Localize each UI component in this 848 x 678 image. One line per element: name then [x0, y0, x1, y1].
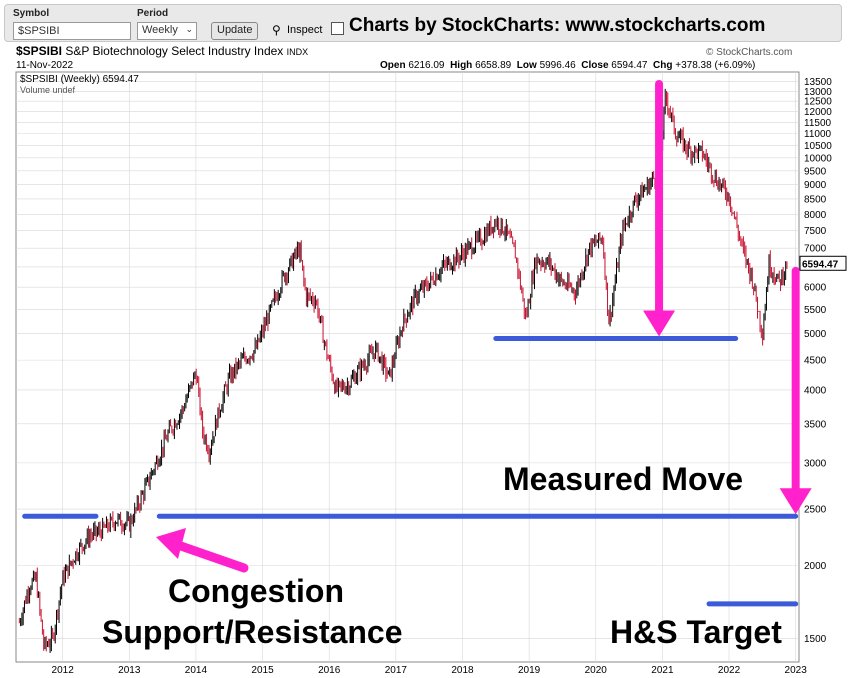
symbol-label: Symbol	[13, 8, 50, 19]
period-select[interactable]: Weekly ⌄	[137, 22, 197, 40]
price-bars	[18, 88, 788, 653]
y-tick-label: 3000	[804, 458, 827, 469]
measured-move-label: Measured Move	[503, 461, 743, 497]
support-resistance-label: Support/Resistance	[102, 614, 403, 650]
y-tick-label: 11000	[804, 129, 832, 140]
inspect-label: Inspect	[287, 24, 323, 36]
x-tick-label: 2015	[251, 665, 274, 676]
x-tick-label: 2014	[185, 665, 208, 676]
y-tick-label: 12000	[804, 107, 832, 118]
chart-index-name: S&P Biotechnology Select Industry Index	[65, 44, 284, 58]
watermark: © StockCharts.com	[706, 47, 793, 58]
chart-title: $SPSIBI S&P Biotechnology Select Industr…	[16, 44, 308, 58]
chart-symbol: $SPSIBI	[16, 44, 63, 58]
y-tick-label: 10000	[804, 153, 832, 164]
y-tick-label: 1500	[804, 634, 827, 645]
y-tick-label: 7500	[804, 226, 827, 237]
inspect-checkbox[interactable]	[331, 22, 344, 35]
y-tick-label: 2500	[804, 505, 827, 516]
x-tick-label: 2022	[718, 665, 741, 676]
y-tick-label: 13500	[804, 77, 832, 88]
update-button[interactable]: Update	[211, 22, 259, 40]
y-tick-label: 4500	[804, 356, 827, 367]
y-tick-label: 5500	[804, 305, 827, 316]
legend-series: $SPSIBI (Weekly) 6594.47	[20, 74, 139, 85]
y-tick-label: 4000	[804, 385, 827, 396]
x-tick-label: 2023	[785, 665, 808, 676]
x-tick-label: 2018	[451, 665, 474, 676]
x-tick-label: 2020	[585, 665, 608, 676]
chart-date: 11-Nov-2022	[16, 60, 74, 71]
x-axis: 2012 2013 2014 2015 2016 2017 2018 2019 2020 2021…	[52, 665, 808, 676]
chart-exchange: INDX	[286, 47, 309, 57]
y-tick-label: 9000	[804, 180, 827, 191]
y-tick-label: 13000	[804, 87, 832, 98]
x-tick-label: 2013	[118, 665, 141, 676]
y-tick-label: 6000	[804, 283, 827, 294]
ohlc-readout: Open 6216.09 High 6658.89 Low 5996.46 Cl…	[380, 60, 756, 71]
congestion-arrow-shaft	[173, 540, 249, 573]
y-tick-label: 3500	[804, 419, 827, 430]
measured-move-arrow-head	[779, 488, 812, 515]
symbol-input[interactable]	[13, 22, 131, 40]
y-tick-label: 11500	[804, 118, 832, 129]
stockcharts-banner: Charts by StockCharts: www.stockcharts.c…	[349, 15, 766, 36]
x-tick-label: 2019	[518, 665, 541, 676]
congestion-label: Congestion	[168, 573, 344, 609]
x-tick-label: 2017	[385, 665, 408, 676]
congestion-arrow-head	[156, 528, 186, 559]
head-arrow-head	[643, 310, 676, 337]
y-tick-label: 5000	[804, 329, 827, 340]
x-tick-label: 2021	[651, 665, 674, 676]
last-value-tag	[799, 255, 847, 271]
y-axis: 1500 2000 2500 3000 3500 4000 4500 5000 5500 6000…	[799, 77, 847, 645]
search-icon[interactable]: ⚲	[272, 23, 281, 37]
annotations	[22, 80, 812, 607]
y-tick-label: 12500	[804, 97, 832, 108]
chevron-down-icon: ⌄	[185, 24, 193, 34]
x-tick-label: 2012	[52, 665, 75, 676]
y-tick-label: 9500	[804, 166, 827, 177]
last-value-label: 6594.47	[802, 259, 839, 270]
y-tick-label: 2000	[804, 561, 827, 572]
hs-target-label: H&S Target	[610, 614, 782, 650]
y-tick-label: 8000	[804, 210, 827, 221]
toolbar: Symbol Period Weekly ⌄ Update ⚲ Inspect …	[4, 4, 842, 42]
x-tick-label: 2016	[318, 665, 341, 676]
legend-volume: Volume undef	[20, 85, 76, 95]
y-tick-label: 10500	[804, 141, 832, 152]
y-tick-label: 8500	[804, 194, 827, 205]
period-label: Period	[137, 8, 169, 19]
y-tick-label: 7000	[804, 244, 827, 255]
period-value: Weekly	[142, 24, 178, 36]
plot-area	[15, 71, 800, 663]
